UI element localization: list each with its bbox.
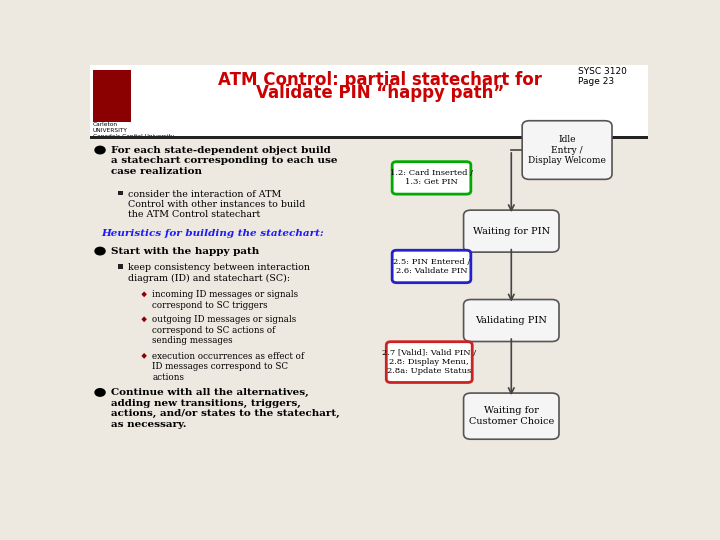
- Text: Validating PIN: Validating PIN: [475, 316, 547, 325]
- FancyBboxPatch shape: [387, 342, 472, 382]
- Text: Carleton
UNIVERSITY
Canada's Capital University: Carleton UNIVERSITY Canada's Capital Uni…: [93, 122, 174, 139]
- Text: execution occurrences as effect of
ID messages correspond to SC
actions: execution occurrences as effect of ID me…: [153, 352, 305, 381]
- Text: Start with the happy path: Start with the happy path: [111, 247, 259, 256]
- Text: 2.7 [Valid]: Valid PIN /
2.8: Display Menu,
2.8a: Update Status: 2.7 [Valid]: Valid PIN / 2.8: Display Me…: [382, 349, 477, 375]
- Text: Heuristics for building the statechart:: Heuristics for building the statechart:: [101, 229, 324, 238]
- Text: 1.2: Card Inserted /
1.3: Get PIN: 1.2: Card Inserted / 1.3: Get PIN: [390, 170, 473, 186]
- Bar: [90, 65, 648, 138]
- Polygon shape: [141, 353, 147, 359]
- Text: Validate PIN “happy path”: Validate PIN “happy path”: [256, 84, 504, 102]
- Text: consider the interaction of ATM
Control with other instances to build
the ATM Co: consider the interaction of ATM Control …: [128, 190, 305, 219]
- Text: 2.5: PIN Entered /
2.6: Validate PIN: 2.5: PIN Entered / 2.6: Validate PIN: [393, 258, 470, 275]
- Bar: [118, 191, 124, 195]
- Bar: [93, 70, 131, 122]
- Bar: [90, 136, 648, 139]
- Text: For each state-dependent object build
a statechart corresponding to each use
cas: For each state-dependent object build a …: [111, 146, 338, 176]
- Text: Idle
Entry /
Display Welcome: Idle Entry / Display Welcome: [528, 135, 606, 165]
- Text: ATM Control: partial statechart for: ATM Control: partial statechart for: [218, 71, 542, 89]
- FancyBboxPatch shape: [522, 121, 612, 179]
- Circle shape: [95, 146, 105, 154]
- Bar: [118, 265, 124, 268]
- Text: SYSC 3120
Page 23: SYSC 3120 Page 23: [578, 67, 627, 86]
- Text: Continue with all the alternatives,
adding new transitions, triggers,
actions, a: Continue with all the alternatives, addi…: [111, 388, 340, 429]
- Text: outgoing ID messages or signals
correspond to SC actions of
sending messages: outgoing ID messages or signals correspo…: [153, 315, 297, 345]
- Text: incoming ID messages or signals
correspond to SC triggers: incoming ID messages or signals correspo…: [153, 290, 299, 309]
- Text: Waiting for
Customer Choice: Waiting for Customer Choice: [469, 407, 554, 426]
- FancyBboxPatch shape: [464, 210, 559, 252]
- FancyBboxPatch shape: [464, 300, 559, 341]
- FancyBboxPatch shape: [392, 161, 471, 194]
- Polygon shape: [141, 292, 147, 297]
- Polygon shape: [141, 316, 147, 322]
- Circle shape: [95, 247, 105, 255]
- Text: Waiting for PIN: Waiting for PIN: [473, 227, 550, 235]
- Text: keep consistency between interaction
diagram (ID) and statechart (SC):: keep consistency between interaction dia…: [128, 263, 310, 282]
- FancyBboxPatch shape: [464, 393, 559, 439]
- FancyBboxPatch shape: [392, 250, 471, 282]
- Circle shape: [95, 389, 105, 396]
